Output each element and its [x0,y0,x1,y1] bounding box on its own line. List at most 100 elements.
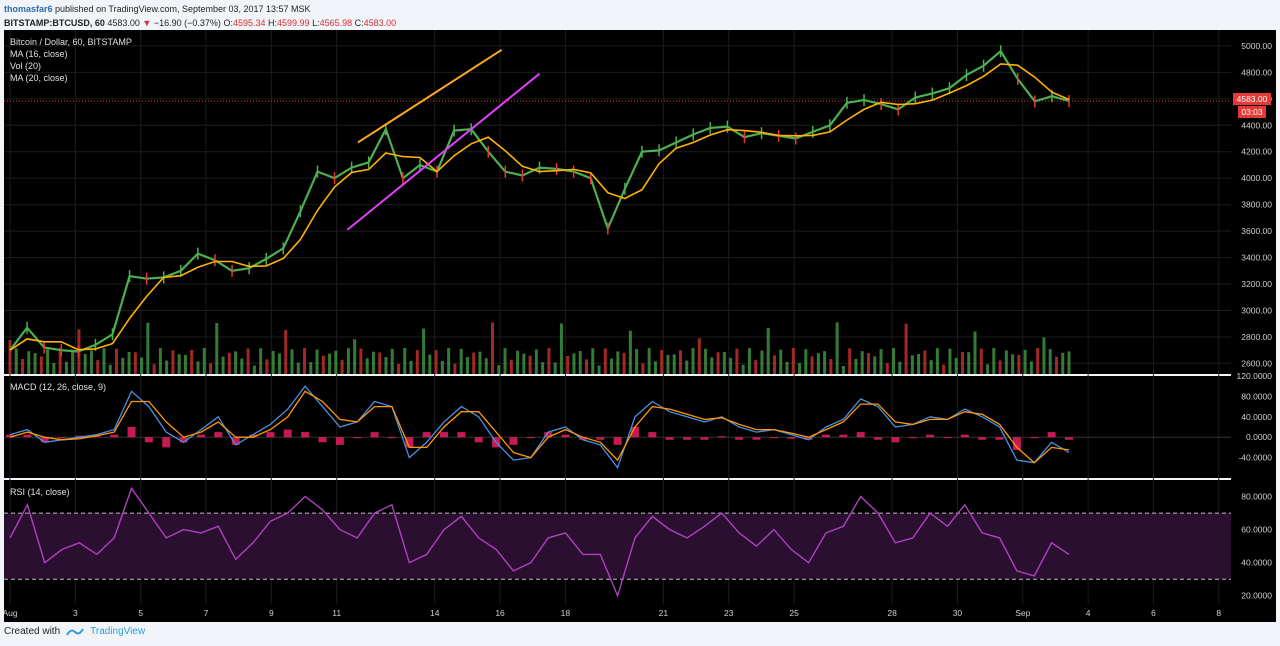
price-series [9,45,1070,358]
volume-bar [954,357,958,374]
volume-bar [1054,356,1058,374]
volume-bar [58,348,62,374]
x-tick-label: Sep [1015,608,1030,618]
macd-hist-bar [335,437,344,445]
volume-bar [259,348,263,374]
chart-canvas[interactable]: Aug 3 5 7 9 11 14 16 18 21 23 25 28 30 Sep 4 6 8 2600.00 28… [4,30,1276,622]
volume-bar [829,359,833,374]
volume-bar [146,322,150,374]
macd-hist-bar [960,434,969,438]
volume-bar [779,349,783,374]
volume-bar [271,350,275,374]
volume-bar [121,357,125,374]
volume-bar [140,357,144,374]
volume-bar [729,357,733,374]
x-tick-label: Aug [4,608,18,618]
macd-hist-bar [162,437,171,448]
volume-bar [102,348,106,374]
tradingview-logo-icon [66,627,85,636]
legend-vol: Vol (20) [10,61,41,71]
tradingview-link[interactable]: TradingView [90,626,146,637]
x-tick-label: 21 [659,608,669,618]
xaxis-bg [4,604,1231,622]
volume-bar [96,360,100,374]
volume-bar [603,348,607,374]
macd-hist-bar [943,437,952,439]
volume-bar [215,323,219,374]
volume-bar [472,352,476,374]
volume-bar [453,363,457,374]
volume-bar [541,362,545,374]
created-with: Created with [4,626,61,637]
volume-bar [935,348,939,374]
volume-bar [390,348,394,374]
volume-bar [835,322,839,374]
x-tick-label: 25 [789,608,799,618]
open-label: O: [223,18,233,28]
macd-hist-bar [144,437,153,443]
volume-bar [1061,352,1065,374]
volume-bar [422,328,426,374]
price-tick-label: 3200.00 [1241,279,1272,289]
volume-bar [71,349,75,374]
volume-bar [409,360,413,374]
volume-bar [572,353,576,374]
volume-bar [898,361,902,374]
x-tick-label: 30 [953,608,963,618]
rsi-series [4,486,1231,598]
macd-hist-bar [110,434,119,438]
price-tick-label: 4000.00 [1241,173,1272,183]
high-value: 4599.99 [277,18,310,28]
author-link[interactable]: thomasfar6 [4,4,53,14]
volume-bar [190,349,194,374]
volume-bar [772,355,776,374]
x-tick-label: 18 [561,608,571,618]
volume-bar [403,348,407,374]
volume-bar [115,348,119,374]
price-tick-label: 4400.00 [1241,120,1272,130]
macd-hist-bar [561,434,570,438]
volume-bar [810,356,814,374]
volume-bar [8,340,12,374]
macd-title: MACD (12, 26, close, 9) [10,382,106,392]
macd-hist-bar [891,437,900,443]
volume-bar [1011,354,1015,374]
macd-tick-label: 40.0000 [1241,412,1272,422]
volume-bar [209,363,213,374]
volume-bar [616,351,620,374]
volume-bar [21,358,25,374]
macd-hist-bar [214,432,223,438]
volume-bar [39,356,43,374]
volume-bar [666,354,670,374]
rsi-tick-label: 60.0000 [1241,525,1272,535]
volume-bar [371,351,375,374]
chart-header: thomasfar6 published on TradingView.com,… [4,2,396,30]
volume-bar [296,362,300,374]
volume-bar [879,349,883,374]
volume-bar [434,350,438,374]
volume-bar [534,349,538,374]
legend-ma20: MA (20, close) [10,73,68,83]
x-tick-label: 8 [1216,608,1221,618]
volume-bar [566,355,570,374]
volume-bar [309,362,313,374]
volume-bar [559,323,563,374]
volume-bar [948,348,952,374]
volume-bar [979,348,983,374]
trendlines[interactable] [346,49,541,231]
volume-bar [503,348,507,374]
volume-bar [284,329,288,374]
macd-tick-label: 0.0000 [1246,432,1272,442]
x-tick-label: 7 [204,608,209,618]
price-tick-label: 5000.00 [1241,41,1272,51]
volume-bar [378,352,382,374]
support-trendline[interactable] [346,72,541,231]
volume-bar [798,362,802,374]
resistance-trendline[interactable] [357,49,503,144]
macd-hist-bar [787,437,796,439]
volume-bar [1036,348,1040,374]
macd-tick-label: 80.0000 [1241,391,1272,401]
macd-hist-bar [58,437,67,439]
volume-bar [346,348,350,374]
macd-pane-bg [4,376,1231,478]
